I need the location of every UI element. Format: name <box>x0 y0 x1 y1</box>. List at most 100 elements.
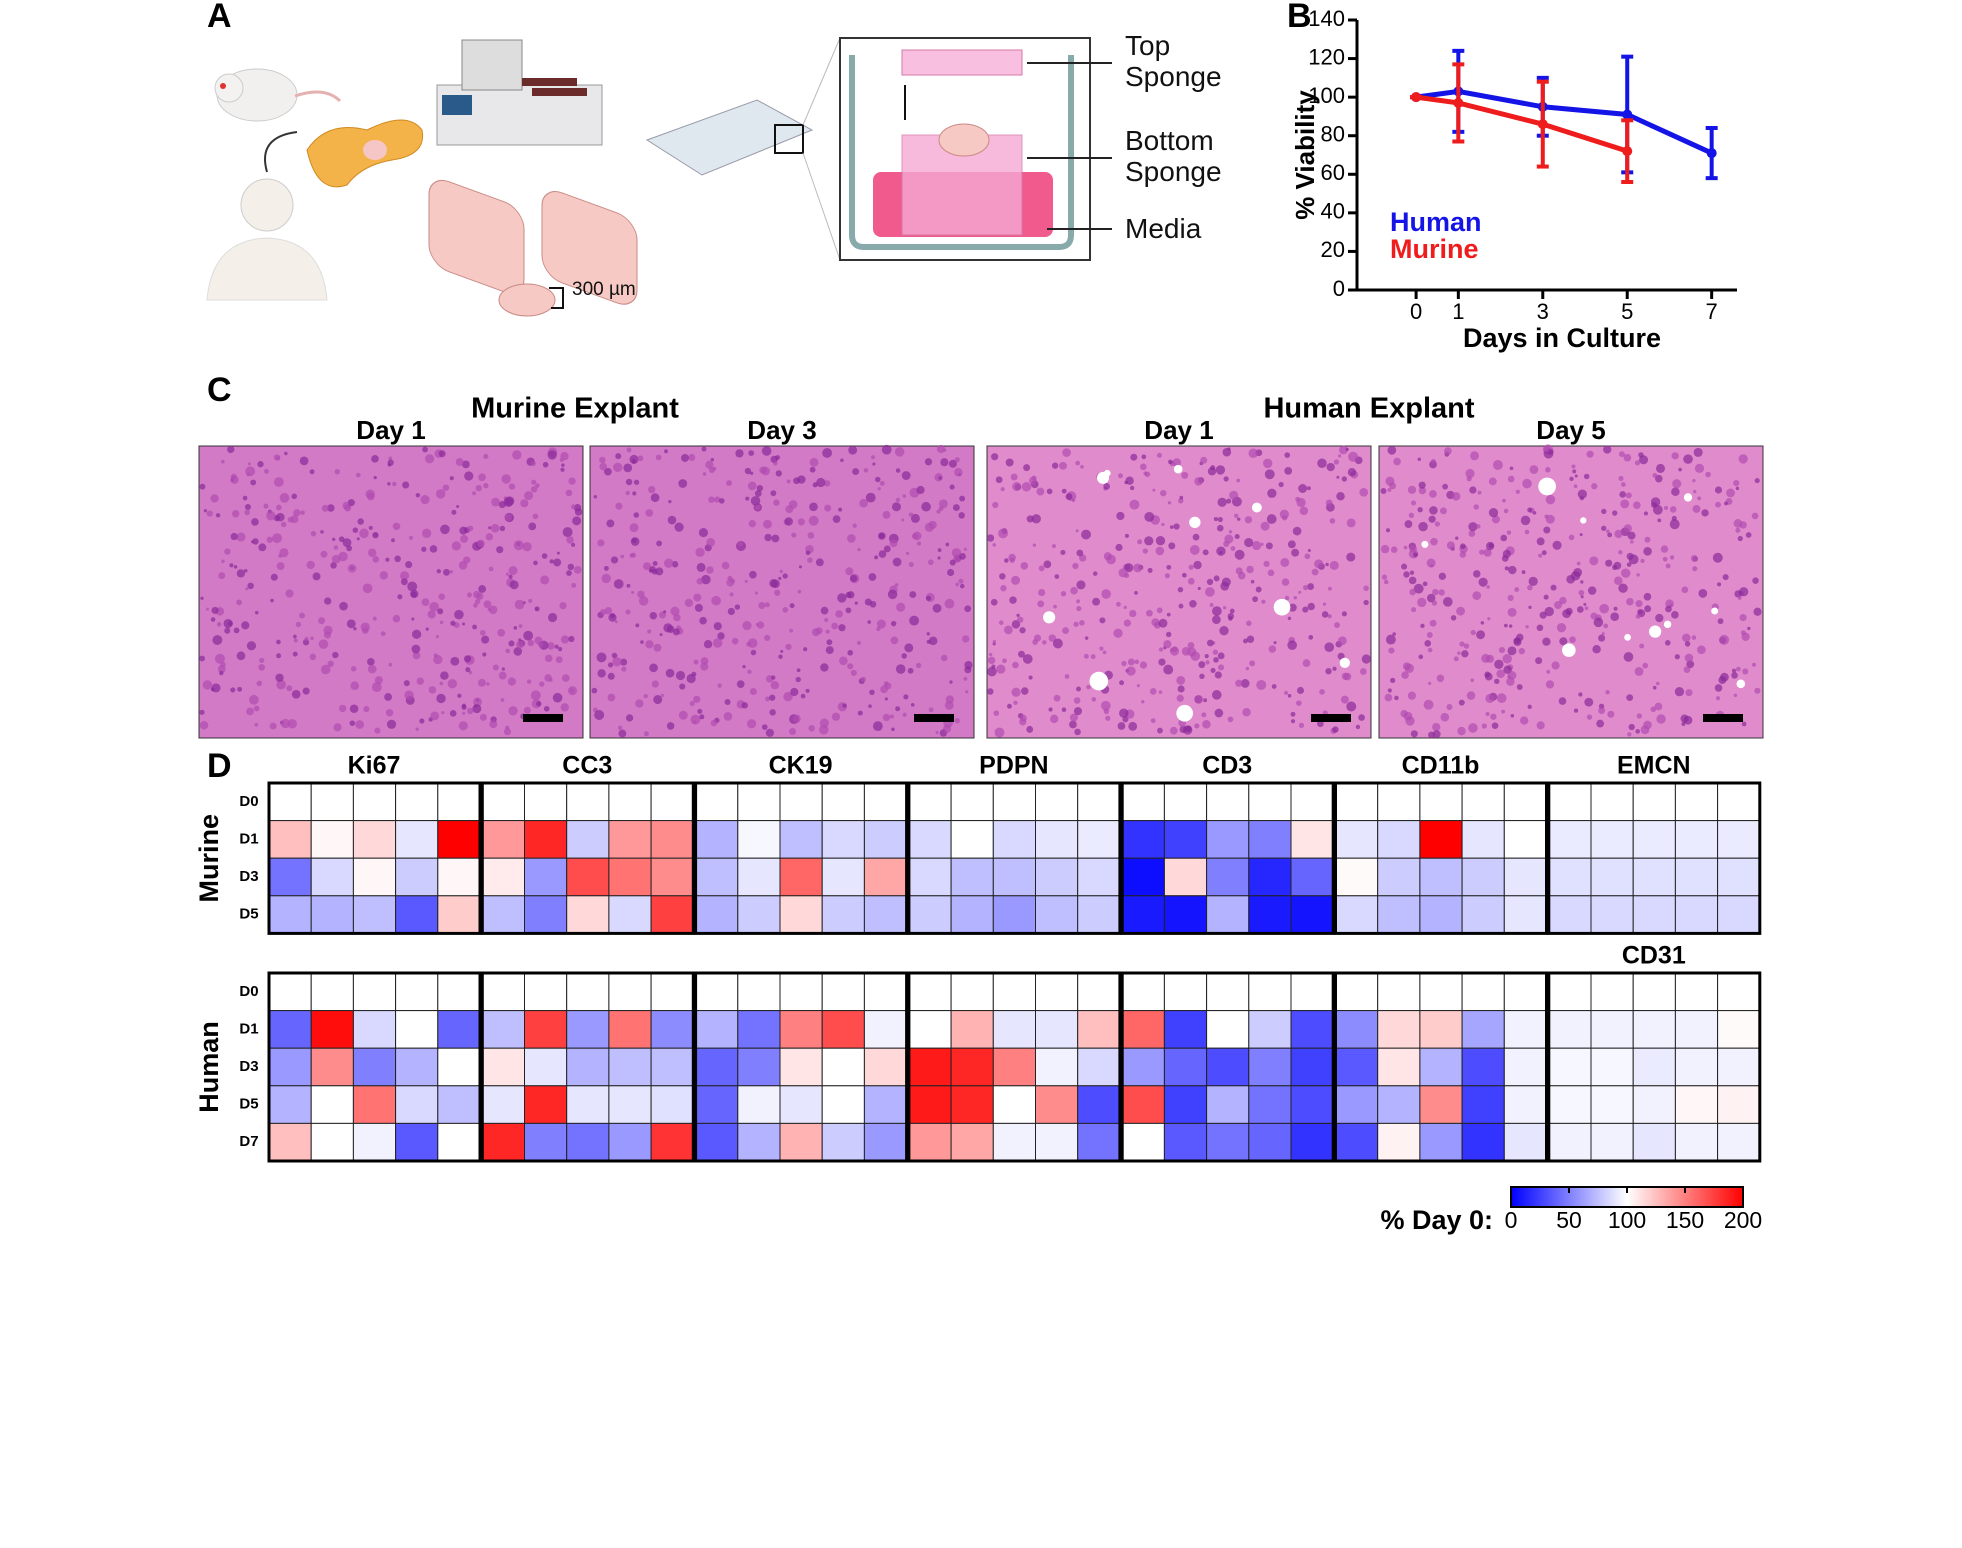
nucleus <box>664 558 674 568</box>
nucleus <box>1714 486 1723 494</box>
nucleus <box>1550 584 1557 591</box>
nucleus <box>1665 599 1674 608</box>
heatmap-cell <box>524 857 568 897</box>
nucleus <box>438 593 446 600</box>
nucleus <box>708 496 715 503</box>
nucleus <box>831 712 841 721</box>
nucleus <box>1284 595 1290 601</box>
nucleus <box>1635 600 1643 608</box>
nucleus <box>764 602 770 608</box>
nucleus <box>1140 700 1145 704</box>
nucleus <box>492 664 499 671</box>
nucleus <box>481 635 490 644</box>
nucleus <box>293 509 301 517</box>
nucleus <box>1630 540 1634 544</box>
nucleus <box>440 671 449 680</box>
heatmap-cell <box>437 820 481 859</box>
heatmap-cell <box>1674 1047 1719 1087</box>
nucleus <box>1694 463 1705 474</box>
nucleus <box>479 629 486 636</box>
panel-label: C <box>207 371 232 409</box>
nucleus <box>1038 565 1045 572</box>
nucleus <box>1213 657 1219 663</box>
nucleus <box>1156 452 1162 458</box>
nucleus <box>1076 686 1081 692</box>
nucleus <box>1341 476 1347 482</box>
nucleus <box>1290 719 1296 724</box>
nucleus <box>895 497 901 503</box>
nucleus <box>1429 490 1437 498</box>
nucleus <box>1194 477 1203 486</box>
nucleus <box>1455 536 1459 540</box>
nucleus <box>1137 539 1143 545</box>
nucleus <box>637 590 645 598</box>
nucleus <box>1048 634 1057 642</box>
nucleus <box>1338 454 1342 458</box>
nucleus <box>1236 517 1241 521</box>
nucleus <box>877 487 881 491</box>
heatmap-cell <box>608 1047 652 1087</box>
nucleus <box>1596 719 1605 728</box>
nucleus <box>1062 448 1071 457</box>
heatmap-cell <box>481 895 525 934</box>
nucleus <box>441 711 445 715</box>
nucleus <box>1410 500 1417 506</box>
nucleus <box>750 471 754 475</box>
heatmap-cell <box>1335 857 1379 897</box>
nucleus <box>1578 692 1583 697</box>
nucleus <box>1228 530 1233 534</box>
nucleus <box>928 520 937 529</box>
heatmap-cell <box>695 1047 739 1087</box>
nucleus <box>1004 558 1009 563</box>
nucleus <box>1329 518 1336 524</box>
nucleus <box>552 692 563 703</box>
nucleus <box>1742 668 1749 675</box>
nucleus <box>280 718 290 729</box>
nucleus <box>1620 499 1630 509</box>
nucleus <box>1324 642 1335 653</box>
nucleus <box>1738 454 1748 464</box>
row-label: D5 <box>239 906 258 923</box>
heatmap-cell <box>1248 1010 1292 1049</box>
heatmap-cell <box>437 857 481 897</box>
heatmap-cell <box>908 1010 952 1049</box>
nucleus <box>1278 481 1284 488</box>
nucleus <box>1173 523 1180 530</box>
nucleus <box>1572 469 1577 474</box>
nucleus <box>1651 502 1658 509</box>
nucleus <box>1434 521 1441 527</box>
nucleus <box>735 449 744 458</box>
nucleus <box>901 518 905 522</box>
nucleus <box>1532 511 1537 515</box>
nucleus <box>926 632 930 636</box>
heatmap-cell <box>268 972 312 1012</box>
nucleus <box>1428 515 1436 523</box>
insert-label: Media <box>1125 213 1202 244</box>
nucleus <box>876 619 886 629</box>
nucleus <box>606 519 615 528</box>
nucleus <box>310 531 317 537</box>
heatmap-cell <box>695 857 739 897</box>
nucleus <box>210 617 216 622</box>
heatmap-cell <box>650 782 694 822</box>
nucleus <box>1123 619 1132 627</box>
heatmap-cell <box>821 820 865 859</box>
panel-title: CD3 <box>1202 752 1252 780</box>
nucleus <box>540 575 550 585</box>
nucleus <box>986 534 995 542</box>
heatmap-cell <box>1674 1085 1719 1124</box>
nucleus <box>1478 577 1488 587</box>
nucleus <box>1751 512 1759 520</box>
heatmap-cell <box>481 1010 525 1049</box>
vacuole <box>1421 540 1429 548</box>
nucleus <box>1284 466 1293 475</box>
nucleus <box>839 656 848 666</box>
nucleus <box>443 568 450 576</box>
nucleus <box>501 667 505 671</box>
nucleus <box>1139 661 1148 669</box>
heatmap-cell <box>1335 782 1379 822</box>
nucleus <box>894 583 899 587</box>
nucleus <box>638 596 649 606</box>
nucleus <box>419 718 425 724</box>
nucleus <box>1227 716 1234 723</box>
